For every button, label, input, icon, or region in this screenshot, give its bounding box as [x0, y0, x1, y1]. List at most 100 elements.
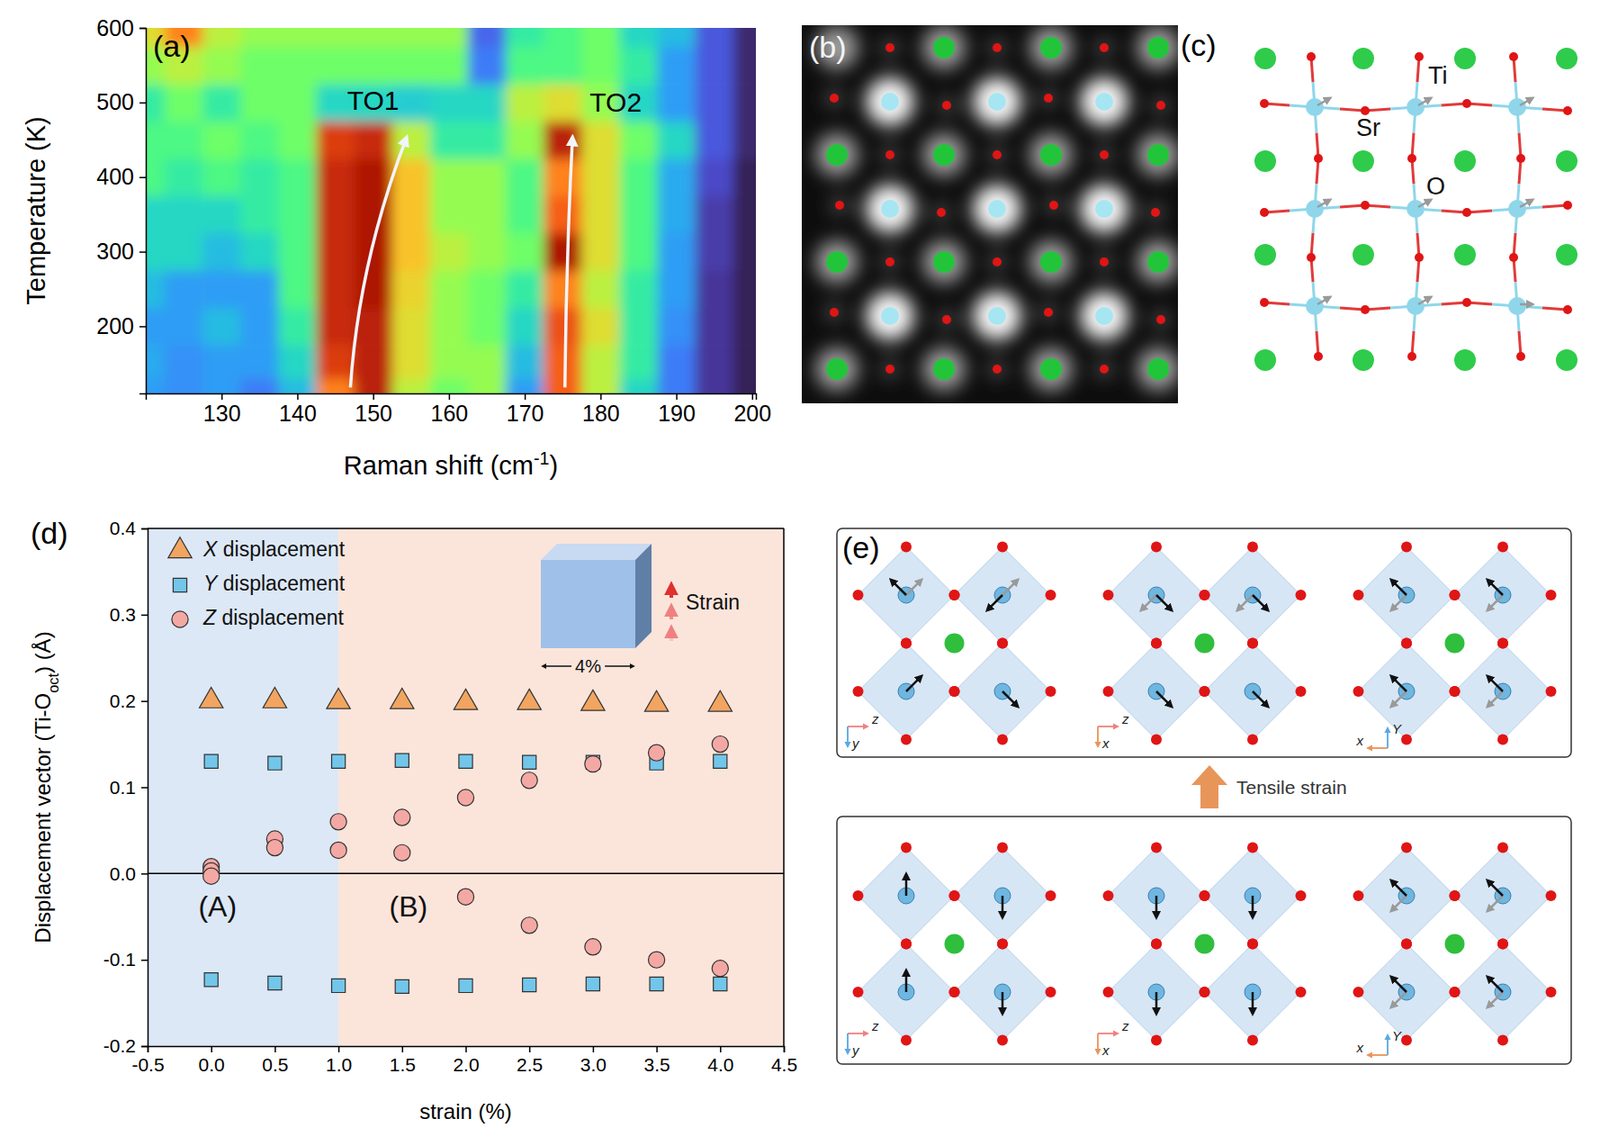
legend-label: X displacement — [202, 537, 346, 561]
sr-atom — [933, 36, 955, 59]
point — [584, 938, 602, 955]
octahedron — [1204, 643, 1302, 740]
plot-area — [145, 27, 756, 394]
point — [581, 689, 605, 711]
frame — [147, 527, 784, 530]
tick-label: 200 — [733, 400, 772, 426]
heatmap-cell — [145, 158, 166, 197]
annotation-arrow — [350, 137, 406, 388]
heatmap-cell — [164, 83, 204, 122]
glow — [824, 302, 845, 323]
tick: 0.0 — [109, 862, 148, 884]
heatmap-cell — [657, 307, 697, 346]
point — [332, 978, 346, 992]
tick-label: 400 — [96, 163, 135, 189]
tick: 4.5 — [771, 1045, 798, 1075]
displacement-arrow — [1418, 296, 1431, 305]
tick-mark — [141, 872, 148, 875]
point — [268, 755, 282, 770]
o-atom — [1103, 589, 1115, 601]
displacement-arrow — [1391, 691, 1407, 707]
o-atom — [1497, 638, 1509, 649]
o-atom — [1150, 734, 1162, 746]
sr-atom — [826, 143, 848, 166]
glow — [1038, 302, 1059, 323]
o-atom — [885, 257, 895, 267]
o-atom — [1295, 685, 1307, 697]
displacement-arrow — [1519, 303, 1533, 306]
octahedron — [1108, 943, 1205, 1041]
inset-label: 4% — [575, 656, 602, 676]
point — [204, 754, 218, 768]
tick-label: 4.0 — [707, 1053, 734, 1075]
sr-atom — [1454, 349, 1476, 371]
tick: 3.5 — [643, 1045, 670, 1075]
o-atom — [1414, 52, 1424, 62]
glow — [815, 133, 859, 177]
o-atom — [1295, 889, 1307, 901]
heatmap-cell — [164, 269, 204, 308]
strain-arrow — [669, 584, 674, 598]
o-atom — [949, 589, 961, 601]
sr-atom — [933, 358, 955, 380]
heatmap-cell — [619, 121, 658, 160]
o-atom — [1497, 938, 1509, 950]
octahedron — [1204, 547, 1302, 644]
o-atom — [997, 1034, 1008, 1046]
axis-arrow — [1367, 746, 1388, 749]
heatmap-cell — [733, 344, 756, 379]
heatmap-cell — [619, 195, 658, 234]
o-atom — [900, 938, 912, 950]
o-atom — [853, 685, 864, 697]
displacement-arrow — [1418, 98, 1431, 106]
displacement-arrow — [1391, 579, 1407, 595]
heatmap-cell — [619, 158, 658, 197]
heatmap-cell — [505, 195, 545, 234]
heatmap-cell — [316, 233, 356, 271]
y-axis-title: Displacement vector (Ti-Ooct) (Å) — [30, 630, 62, 943]
ti-atom — [1305, 296, 1324, 315]
axis-letter: x — [1356, 732, 1365, 748]
heatmap-cell — [543, 158, 583, 197]
sr-atom — [1147, 143, 1169, 166]
panel-label: (c) — [1180, 27, 1217, 63]
displacement-arrow — [1001, 991, 1005, 1014]
glow — [1029, 26, 1073, 70]
octahedron — [1204, 847, 1302, 944]
ti-atom — [1508, 296, 1527, 315]
tick: 190 — [657, 393, 696, 426]
heatmap-cell — [278, 27, 317, 47]
octahedron — [1108, 643, 1205, 740]
heatmap-cell — [581, 377, 621, 394]
glow — [815, 240, 859, 284]
ti-atom — [1406, 296, 1425, 315]
tick-mark — [524, 393, 527, 400]
o-atom — [1247, 938, 1259, 950]
tick-mark — [338, 1045, 341, 1052]
heatmap-cell — [202, 83, 242, 122]
point — [332, 754, 346, 768]
displacement-arrow — [1141, 594, 1157, 611]
tick-mark — [141, 700, 148, 702]
atoms — [1254, 47, 1578, 371]
o-atom — [1150, 938, 1162, 950]
point — [394, 844, 411, 861]
heatmap-cell — [695, 158, 735, 197]
heatmap-cell — [619, 233, 658, 271]
heatmap-cell — [619, 377, 658, 394]
heatmap-cell — [657, 83, 697, 122]
region-label: (A) — [197, 889, 237, 923]
tick-mark — [139, 176, 146, 179]
o-atom — [1150, 638, 1162, 649]
heatmap-cell — [733, 83, 756, 122]
heatmap-cell — [467, 344, 507, 379]
tick-mark — [529, 1045, 531, 1052]
o-atom — [949, 589, 961, 601]
sr-atom — [933, 251, 955, 273]
o-atom — [1353, 685, 1365, 697]
o-atom — [1045, 685, 1057, 697]
heatmap-cell — [505, 46, 545, 85]
o-atom — [1353, 986, 1365, 998]
image-glow — [815, 26, 1178, 391]
box-frame — [836, 816, 1572, 1064]
